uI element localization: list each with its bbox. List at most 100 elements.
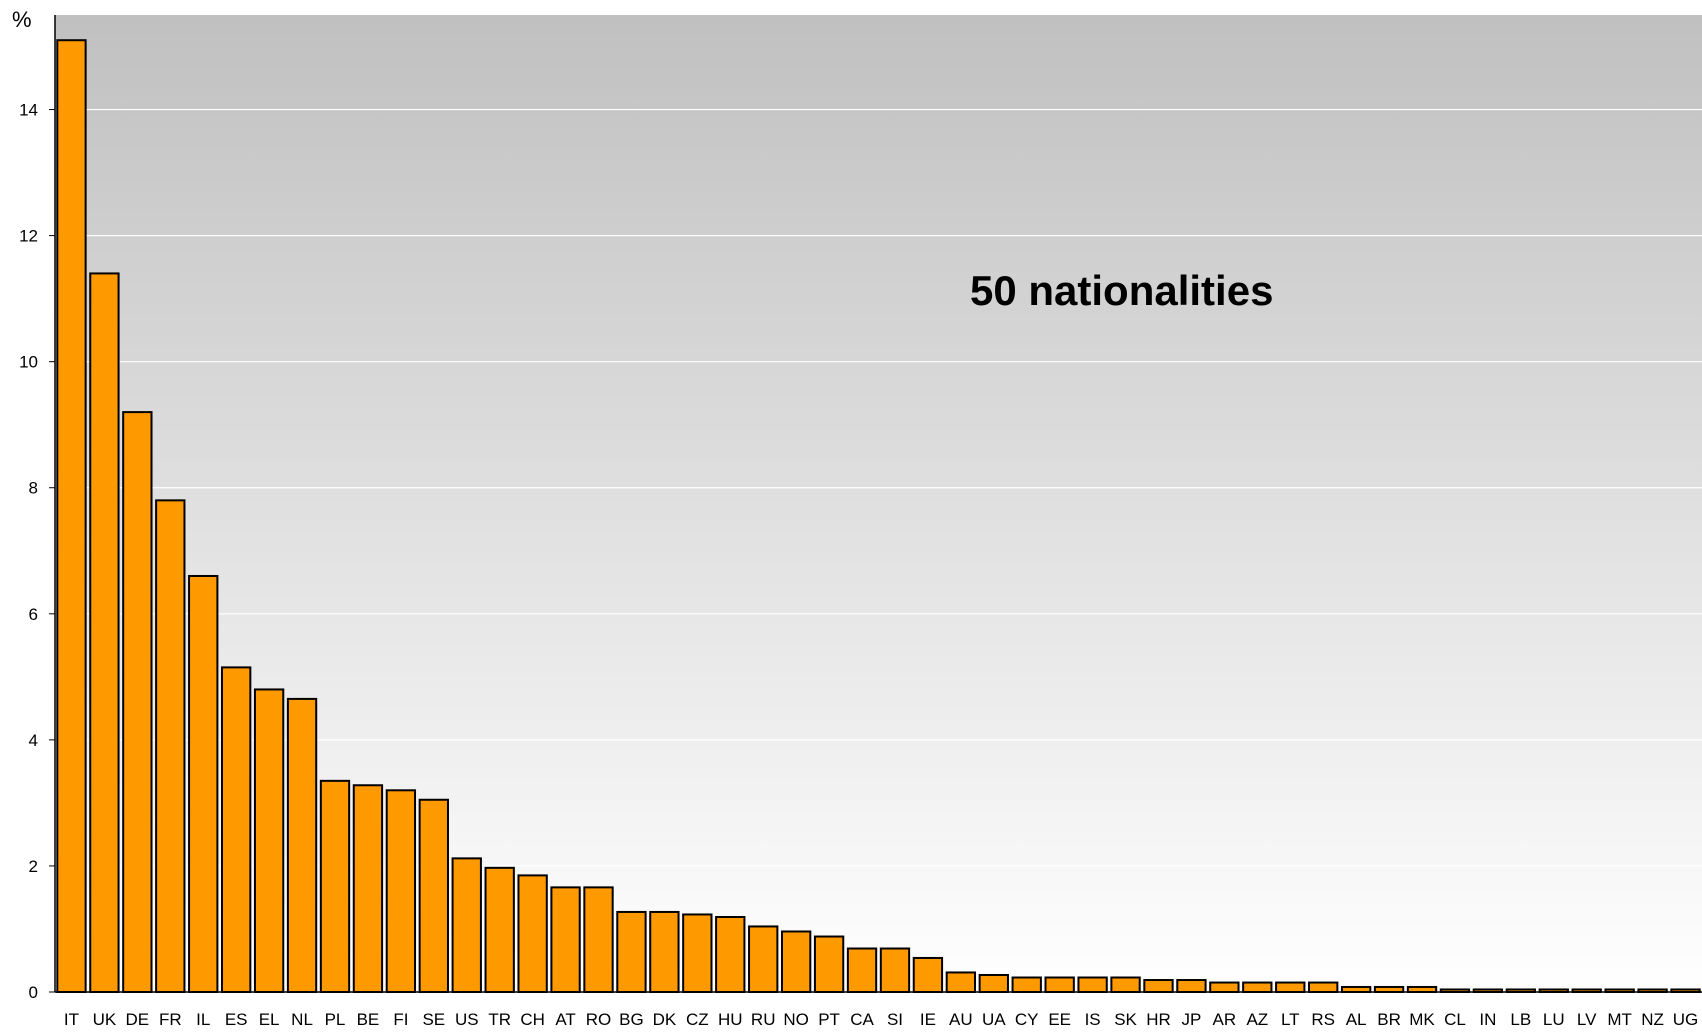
bar-hr (1143, 979, 1174, 993)
x-tick-label-ro: RO (586, 1010, 612, 1029)
x-tick-label-bg: BG (619, 1010, 644, 1029)
x-tick-label-lb: LB (1510, 1010, 1531, 1029)
bar-cz (682, 913, 713, 994)
x-tick-label-mk: MK (1409, 1010, 1435, 1029)
x-tick-label-az: AZ (1246, 1010, 1268, 1029)
x-tick-label-at: AT (555, 1010, 575, 1029)
bar-au (945, 971, 977, 994)
x-tick-label-be: BE (357, 1010, 380, 1029)
bar-jp (1176, 979, 1207, 993)
bar-si (879, 947, 911, 994)
x-tick-label-pl: PL (325, 1010, 346, 1029)
x-tick-label-sk: SK (1114, 1010, 1137, 1029)
x-tick-label-hr: HR (1146, 1010, 1171, 1029)
bar-cy (1011, 976, 1042, 993)
x-tick-label-ua: UA (982, 1010, 1006, 1029)
bar-ro (583, 886, 614, 993)
x-tick-label-uk: UK (93, 1010, 117, 1029)
bar-sk (1110, 976, 1141, 993)
x-tick-label-br: BR (1377, 1010, 1401, 1029)
x-tick-label-si: SI (887, 1010, 903, 1029)
x-tick-label-lu: LU (1543, 1010, 1565, 1029)
x-tick-label-ug: UG (1673, 1010, 1699, 1029)
x-tick-label-it: IT (64, 1010, 79, 1029)
bar-dk (649, 910, 680, 993)
y-tick-label: 8 (29, 479, 38, 498)
x-tick-label-de: DE (126, 1010, 150, 1029)
bar-us (451, 857, 482, 994)
y-tick-label: 2 (29, 857, 38, 876)
bar-mk (1406, 985, 1438, 993)
x-tick-label-ee: EE (1048, 1010, 1071, 1029)
x-tick-label-fr: FR (159, 1010, 182, 1029)
bar-fi (385, 789, 417, 993)
bar-el (253, 688, 285, 994)
x-tick-label-il: IL (196, 1010, 210, 1029)
x-tick-label-ca: CA (850, 1010, 874, 1029)
bar-al (1340, 985, 1372, 993)
x-tick-label-cy: CY (1015, 1010, 1039, 1029)
bar-rs (1308, 981, 1339, 994)
bar-pl (319, 779, 351, 993)
x-tick-label-jp: JP (1182, 1010, 1202, 1029)
bar-ie (912, 956, 944, 994)
x-tick-label-ar: AR (1213, 1010, 1237, 1029)
x-tick-label-rs: RS (1311, 1010, 1335, 1029)
bar-ru (748, 925, 779, 994)
x-tick-label-cz: CZ (686, 1010, 709, 1029)
bar-uk (89, 272, 120, 993)
x-tick-label-cl: CL (1444, 1010, 1466, 1029)
bar-ca (846, 947, 878, 994)
bar-de (122, 411, 153, 994)
bar-no (780, 930, 812, 993)
x-tick-label-hu: HU (718, 1010, 743, 1029)
y-tick-labels: 0 2 4 6 8 10 12 14 (19, 101, 38, 1002)
bar-ar (1209, 981, 1240, 994)
bar-ua (978, 973, 1009, 993)
bar-az (1242, 981, 1273, 994)
x-tick-labels: IT UK DE FR IL ES EL NL PL BE FI SE US TR CH AT RO BG DK CZ… (64, 1010, 1698, 1029)
x-tick-label-el: EL (259, 1010, 280, 1029)
x-tick-label-is: IS (1085, 1010, 1101, 1029)
bar-ch (517, 874, 548, 993)
x-tick-label-ru: RU (751, 1010, 776, 1029)
bar-ee (1044, 976, 1075, 993)
bar-it (56, 39, 87, 994)
y-tick-label: 0 (29, 983, 38, 1002)
y-axis-unit-label: % (12, 7, 32, 32)
bar-bg (616, 910, 647, 993)
x-tick-label-es: ES (225, 1010, 248, 1029)
x-tick-label-lt: LT (1281, 1010, 1300, 1029)
x-tick-label-nl: NL (291, 1010, 313, 1029)
x-tick-label-lv: LV (1577, 1010, 1597, 1029)
axes (49, 15, 1702, 993)
bar-es (221, 666, 252, 993)
x-tick-label-ch: CH (520, 1010, 545, 1029)
bar-is (1077, 976, 1108, 993)
bar-be (352, 784, 384, 994)
x-tick-label-in: IN (1479, 1010, 1496, 1029)
x-tick-label-us: US (455, 1010, 479, 1029)
bar-tr (484, 866, 515, 994)
x-tick-label-tr: TR (488, 1010, 511, 1029)
bar-se (418, 798, 449, 993)
x-tick-label-pt: PT (818, 1010, 840, 1029)
y-tick-label: 14 (19, 101, 38, 120)
x-tick-label-fi: FI (393, 1010, 408, 1029)
y-tick-label: 10 (19, 353, 38, 372)
bar-at (550, 886, 581, 993)
x-tick-label-au: AU (949, 1010, 973, 1029)
bar-fr (155, 499, 186, 993)
y-tick-label: 6 (29, 605, 38, 624)
x-tick-label-no: NO (783, 1010, 809, 1029)
chart-annotation: 50 nationalities (970, 267, 1273, 314)
bar-il (188, 574, 219, 994)
bar-pt (813, 935, 845, 994)
y-tick-label: 12 (19, 227, 38, 246)
y-tick-label: 4 (29, 731, 38, 750)
x-tick-label-se: SE (422, 1010, 445, 1029)
x-tick-label-ie: IE (920, 1010, 936, 1029)
bar-lt (1275, 981, 1306, 994)
x-tick-label-al: AL (1346, 1010, 1367, 1029)
